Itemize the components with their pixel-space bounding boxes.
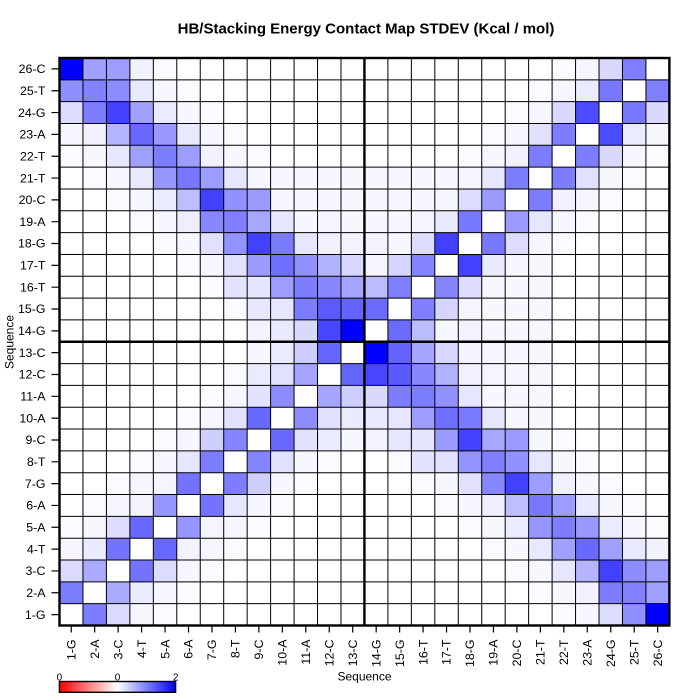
svg-text:19-A: 19-A (487, 639, 501, 666)
svg-text:12-C: 12-C (322, 639, 336, 666)
svg-text:8-T: 8-T (229, 639, 243, 658)
svg-text:17-T: 17-T (440, 639, 454, 665)
svg-text:1-G: 1-G (64, 640, 78, 661)
svg-text:24-G: 24-G (604, 640, 618, 668)
svg-text:7-G: 7-G (205, 640, 219, 661)
svg-text:2-A: 2-A (26, 586, 46, 600)
svg-text:11-A: 11-A (20, 390, 46, 404)
svg-text:9-C: 9-C (26, 433, 46, 447)
svg-text:4-T: 4-T (27, 542, 46, 556)
svg-text:0: 0 (115, 672, 121, 683)
svg-text:3-C: 3-C (111, 639, 125, 659)
svg-text:3-C: 3-C (26, 564, 46, 578)
svg-text:13-C: 13-C (346, 639, 360, 666)
svg-text:5-A: 5-A (158, 639, 172, 659)
svg-text:13-C: 13-C (19, 346, 46, 360)
svg-text:4-T: 4-T (135, 639, 149, 658)
svg-text:17-T: 17-T (20, 259, 46, 273)
svg-text:20-C: 20-C (19, 193, 46, 207)
svg-text:18-G: 18-G (18, 237, 46, 251)
svg-text:23-A: 23-A (580, 639, 594, 666)
svg-text:16-T: 16-T (416, 639, 430, 665)
svg-text:2-A: 2-A (88, 639, 102, 659)
svg-text:22-T: 22-T (557, 639, 571, 665)
svg-text:23-A: 23-A (19, 128, 46, 142)
svg-text:20-C: 20-C (510, 639, 524, 666)
svg-text:14-G: 14-G (369, 640, 383, 668)
svg-text:12-C: 12-C (19, 368, 46, 382)
svg-text:26-C: 26-C (651, 639, 665, 666)
svg-text:14-G: 14-G (18, 324, 46, 338)
svg-text:HB/Stacking Energy Contact Map: HB/Stacking Energy Contact Map STDEV (Kc… (178, 21, 555, 38)
svg-text:Sequence: Sequence (337, 670, 391, 684)
svg-text:21-T: 21-T (534, 639, 548, 665)
svg-text:2: 2 (173, 672, 179, 683)
svg-text:6-A: 6-A (26, 499, 46, 513)
svg-text:21-T: 21-T (20, 171, 46, 185)
svg-text:8-T: 8-T (27, 455, 46, 469)
svg-text:0: 0 (57, 672, 63, 683)
svg-text:18-G: 18-G (463, 640, 477, 668)
svg-text:10-A: 10-A (19, 411, 46, 425)
svg-text:7-G: 7-G (25, 477, 46, 491)
svg-text:22-T: 22-T (20, 149, 46, 163)
svg-text:24-G: 24-G (18, 106, 46, 120)
svg-text:26-C: 26-C (19, 62, 46, 76)
svg-text:5-A: 5-A (26, 520, 46, 534)
svg-text:Sequence: Sequence (3, 315, 17, 369)
svg-text:1-G: 1-G (25, 608, 46, 622)
svg-text:9-C: 9-C (252, 639, 266, 659)
svg-text:25-T: 25-T (20, 84, 46, 98)
svg-text:15-G: 15-G (393, 640, 407, 668)
svg-text:19-A: 19-A (19, 215, 46, 229)
svg-text:11-A: 11-A (299, 639, 313, 665)
svg-text:15-G: 15-G (18, 302, 46, 316)
svg-text:16-T: 16-T (20, 280, 46, 294)
svg-text:25-T: 25-T (627, 639, 641, 665)
svg-text:6-A: 6-A (182, 639, 196, 659)
svg-text:10-A: 10-A (276, 639, 290, 666)
